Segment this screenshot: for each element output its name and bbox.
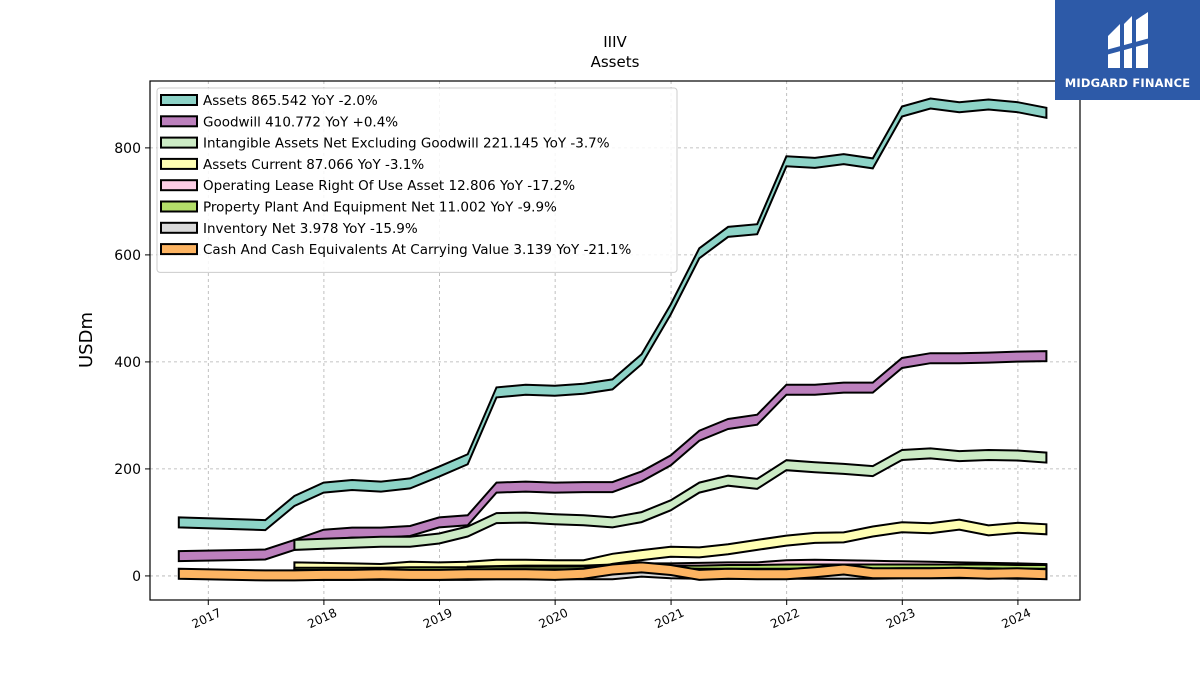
y-tick-label: 400 (114, 355, 141, 371)
midgard-logo-icon (1105, 12, 1150, 68)
y-tick-label: 600 (114, 248, 141, 264)
chart-subtitle: Assets (591, 53, 640, 71)
legend-box (156, 87, 678, 273)
legend-label: Assets Current 87.066 YoY -3.1% (203, 157, 424, 173)
plot-frame (149, 80, 1081, 601)
legend-label: Assets 865.542 YoY -2.0% (203, 93, 378, 109)
legend: Assets 865.542 YoY -2.0% Goodwill 410.772… (156, 87, 678, 273)
x-tick-label: 2021 (653, 606, 687, 632)
x-tick-label: 2022 (768, 606, 802, 632)
legend-swatch (160, 243, 198, 256)
x-tick-label: 2019 (421, 606, 455, 632)
series-band-cash-and-cash-equivalents-at-carrying-value (177, 561, 1048, 582)
y-tick-label: 200 (114, 462, 141, 478)
legend-label: Property Plant And Equipment Net 11.002 … (203, 200, 557, 216)
x-tick-label: 2023 (884, 606, 918, 632)
x-tick-label: 2018 (305, 606, 339, 632)
legend-label: Goodwill 410.772 YoY +0.4% (203, 114, 398, 130)
legend-label: Intangible Assets Net Excluding Goodwill… (203, 136, 610, 152)
series-band-assets (177, 97, 1048, 532)
y-tick-label: 0 (132, 569, 141, 585)
x-tick-label: 2024 (999, 606, 1033, 632)
x-tick-label: 2020 (537, 606, 571, 632)
series-band-goodwill (177, 350, 1048, 563)
legend-swatch (160, 94, 198, 106)
logo-text: MIDGARD FINANCE (1064, 76, 1191, 90)
legend-label: Operating Lease Right Of Use Asset 12.80… (203, 178, 575, 194)
midgard-finance-logo: MIDGARD FINANCE (1055, 0, 1200, 100)
y-axis: 0 200 400 600 800 (114, 141, 150, 585)
legend-swatch (160, 115, 198, 128)
legend-swatch (160, 179, 198, 192)
x-tick-label: 2017 (190, 606, 224, 632)
chart-title: IIIV (603, 33, 627, 51)
legend-swatch (160, 200, 198, 213)
legend-label: Inventory Net 3.978 YoY -15.9% (203, 221, 418, 237)
x-axis: 2017 2018 2019 2020 2021 2022 2023 2024 (190, 600, 1033, 631)
legend-swatch (160, 221, 198, 234)
legend-swatch (160, 157, 198, 170)
y-tick-label: 800 (114, 141, 141, 157)
legend-label: Cash And Cash Equivalents At Carrying Va… (203, 242, 631, 258)
series-layer (177, 97, 1048, 582)
y-axis-label: USDm (76, 312, 97, 368)
series-band-intangible-assets-net-excluding-goodwill (293, 447, 1048, 551)
legend-swatch (160, 136, 198, 149)
